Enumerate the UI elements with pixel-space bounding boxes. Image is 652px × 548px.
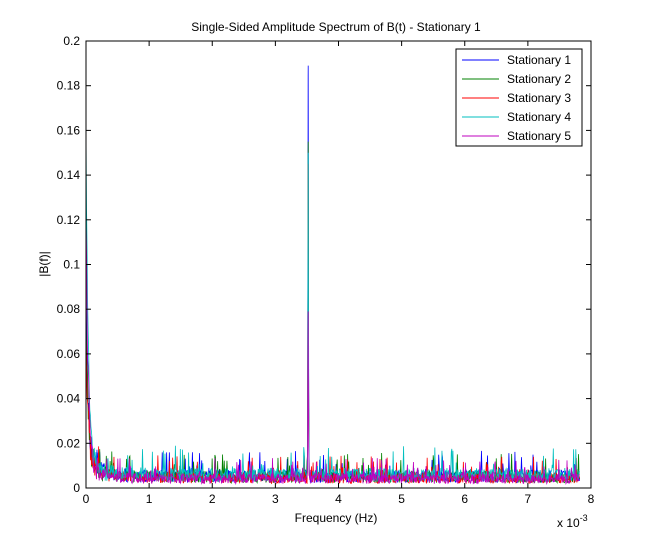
legend-entry: Stationary 4 [507, 110, 571, 124]
x-axis-label: Frequency (Hz) [295, 511, 378, 525]
y-axis-label: |B(f)| [37, 251, 51, 277]
legend-entry: Stationary 1 [507, 53, 571, 67]
y-tick-label: 0 [73, 481, 80, 495]
y-tick-label: 0.14 [57, 168, 81, 182]
y-tick-label: 0.18 [57, 79, 81, 93]
x-exponent-base: x 10 [557, 516, 580, 530]
y-tick-label: 0.02 [57, 436, 81, 450]
y-axis: 0 0.02 0.04 0.06 0.08 0.1 0.12 0.14 0.16 0.18 0.2 [57, 34, 591, 495]
x-axis: 0 1 2 3 4 5 6 7 8 [83, 41, 595, 506]
y-tick-label: 0.12 [57, 213, 81, 227]
x-tick-label: 1 [146, 492, 153, 506]
legend-entry: Stationary 5 [507, 129, 571, 143]
legend: Stationary 1 Stationary 2 Stationary 3 Stat… [455, 48, 583, 147]
x-exponent-power: -3 [580, 513, 588, 523]
x-tick-label: 8 [588, 492, 595, 506]
series-line-4 [85, 131, 581, 483]
y-tick-label: 0.16 [57, 123, 81, 137]
legend-entry: Stationary 3 [507, 91, 571, 105]
x-tick-label: 0 [83, 492, 90, 506]
y-tick-label: 0.1 [63, 258, 80, 272]
x-tick-label: 5 [398, 492, 405, 506]
x-tick-label: 2 [209, 492, 216, 506]
series-line-5 [85, 221, 580, 486]
x-tick-label: 7 [525, 492, 532, 506]
chart-title: Single-Sided Amplitude Spectrum of B(t) … [191, 20, 481, 34]
x-exponent-label: x 10-3 [557, 513, 588, 530]
y-tick-label: 0.2 [63, 34, 80, 48]
x-tick-label: 6 [461, 492, 468, 506]
y-tick-label: 0.04 [57, 392, 81, 406]
legend-entry: Stationary 2 [507, 72, 571, 86]
series-layer [85, 65, 581, 486]
x-tick-label: 3 [272, 492, 279, 506]
y-tick-label: 0.08 [57, 302, 81, 316]
y-tick-label: 0.06 [57, 347, 81, 361]
x-tick-label: 4 [335, 492, 342, 506]
